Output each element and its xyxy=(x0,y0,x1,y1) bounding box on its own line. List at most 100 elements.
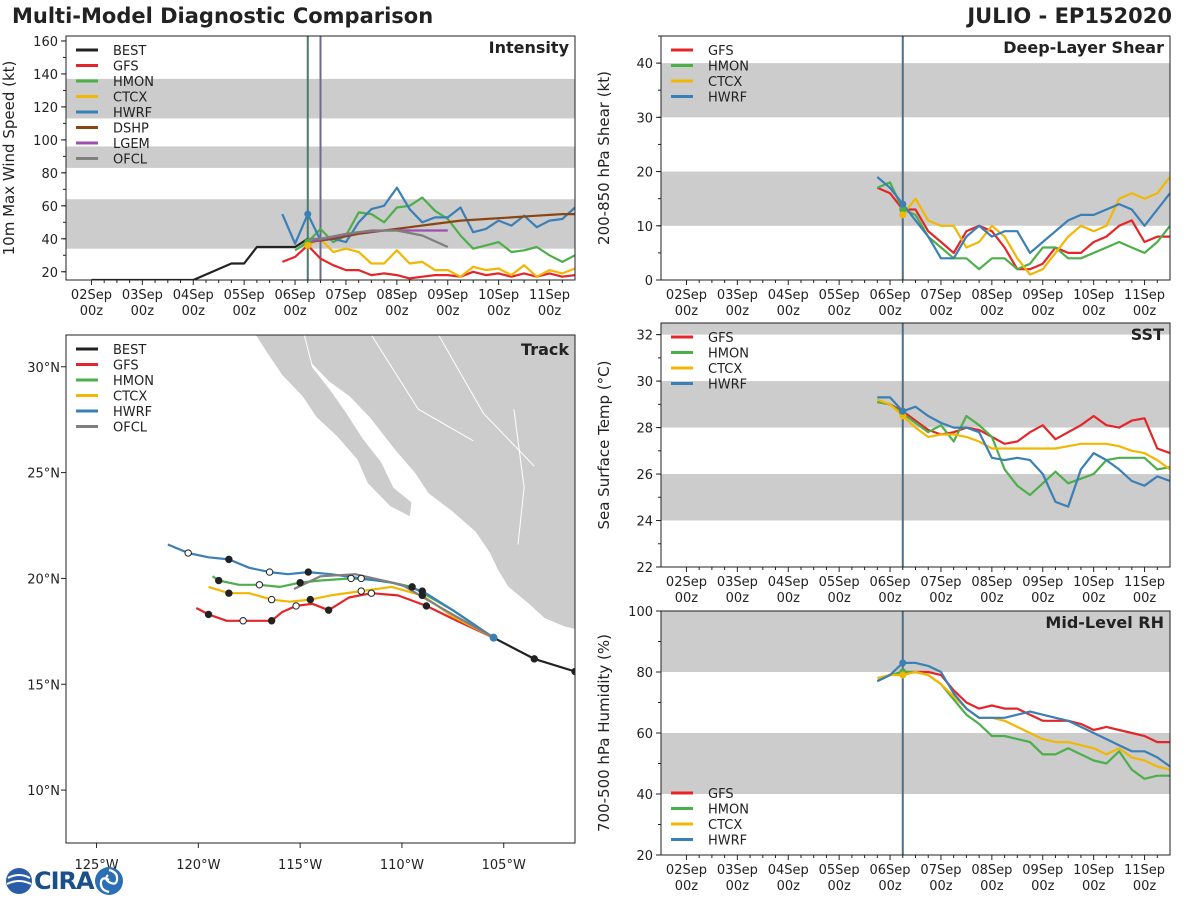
sst-xtick-hour: 00z xyxy=(1133,591,1157,606)
rh-series-ctcx xyxy=(877,670,1170,771)
shear-xtick-hour: 00z xyxy=(1082,304,1106,319)
track-day-marker-hwrf xyxy=(304,568,312,576)
intensity-ytick-label: 100 xyxy=(33,134,58,149)
sst-xtick-day: 08Sep xyxy=(971,575,1012,590)
sst-xtick-day: 05Sep xyxy=(819,575,860,590)
sst-series-hmon xyxy=(877,400,1170,497)
rh-legend-label-gfs: GFS xyxy=(708,787,734,802)
shear-xtick-hour: 00z xyxy=(878,304,902,319)
intensity-series-dshp xyxy=(307,213,575,244)
track-series-best xyxy=(493,636,575,673)
intensity-xtick-hour: 00z xyxy=(232,304,256,319)
rh-xtick-day: 10Sep xyxy=(1073,863,1114,878)
sst-xtick-hour: 00z xyxy=(726,591,750,606)
shear-xtick-hour: 00z xyxy=(929,304,953,319)
shear-xtick-day: 09Sep xyxy=(1022,288,1063,303)
track-ytick-label: 15°N xyxy=(27,678,60,693)
land-mainland xyxy=(289,335,575,630)
rh-xtick-day: 06Sep xyxy=(870,863,911,878)
sst-ytick-label: 26 xyxy=(636,468,653,483)
shear-xtick-hour: 00z xyxy=(1031,304,1055,319)
track-day-marker-gfs xyxy=(367,589,376,597)
globe-icon xyxy=(6,868,32,894)
track-ytick-label: 20°N xyxy=(27,572,60,587)
track-ytick-label: 10°N xyxy=(27,784,60,799)
track-day-marker-hmon xyxy=(347,574,355,583)
shear-xtick-day: 07Sep xyxy=(920,288,961,303)
rh-init-point-ctcx xyxy=(899,671,907,679)
track-day-marker-gfs xyxy=(204,610,213,619)
rh-xtick-day: 03Sep xyxy=(717,863,758,878)
intensity-legend-label-ofcl: OFCL xyxy=(113,153,148,168)
track-legend-label-ctcx: CTCX xyxy=(113,390,147,405)
rh-xtick-hour: 00z xyxy=(675,879,699,894)
shear-legend-label-hwrf: HWRF xyxy=(708,91,747,106)
intensity-xtick-hour: 00z xyxy=(436,304,460,319)
state-border-1 xyxy=(438,335,535,467)
rh-xtick-day: 11Sep xyxy=(1124,863,1165,878)
shear-ytick-label: 30 xyxy=(636,111,653,126)
cira-logo: CIRA xyxy=(4,866,124,896)
sst-xtick-day: 03Sep xyxy=(717,575,758,590)
intensity-init-point-ctcx xyxy=(304,241,312,249)
page-title: Multi-Model Diagnostic Comparison xyxy=(12,4,434,28)
intensity-xtick-hour: 00z xyxy=(131,304,155,319)
intensity-xtick-hour: 00z xyxy=(487,304,511,319)
intensity-legend-label-best: BEST xyxy=(113,44,146,59)
shear-ylabel: 200-850 hPa Shear (kt) xyxy=(595,71,613,245)
track-day-marker-ctcx xyxy=(306,595,315,604)
sst-band-2 xyxy=(661,323,1170,335)
track-day-marker-gfs xyxy=(422,602,431,610)
intensity-xtick-day: 02Sep xyxy=(71,288,112,303)
rh-xtick-hour: 00z xyxy=(1133,879,1157,894)
sst-xtick-hour: 00z xyxy=(1082,591,1106,606)
intensity-xtick-hour: 00z xyxy=(334,304,358,319)
shear-ytick-label: 40 xyxy=(636,57,653,72)
storm-title: JULIO - EP152020 xyxy=(967,4,1172,28)
rh-xtick-hour: 00z xyxy=(878,879,902,894)
intensity-legend-label-ctcx: CTCX xyxy=(113,91,147,106)
sst-init-point-hwrf xyxy=(899,407,907,415)
sst-xtick-day: 09Sep xyxy=(1022,575,1063,590)
sst-xtick-hour: 00z xyxy=(827,591,851,606)
sst-xtick-hour: 00z xyxy=(675,591,699,606)
sst-xtick-day: 02Sep xyxy=(666,575,707,590)
intensity-series-group xyxy=(91,186,575,280)
intensity-xtick-day: 10Sep xyxy=(478,288,519,303)
track-legend-label-best: BEST xyxy=(113,343,146,358)
sst-series-hwrf xyxy=(877,396,1170,508)
sst-legend-label-hmon: HMON xyxy=(708,347,749,362)
intensity-series-gfs xyxy=(281,244,575,280)
sst-xtick-day: 04Sep xyxy=(768,575,809,590)
track-legend-label-ofcl: OFCL xyxy=(113,421,148,436)
sst-ytick-label: 22 xyxy=(636,561,653,576)
shear-xtick-hour: 00z xyxy=(1133,304,1157,319)
shear-ytick-label: 20 xyxy=(636,166,653,181)
rh-xtick-day: 09Sep xyxy=(1022,863,1063,878)
track-day-marker-best xyxy=(530,655,538,663)
intensity-xtick-day: 06Sep xyxy=(275,288,316,303)
shear-series-group xyxy=(876,176,1170,276)
intensity-ytick-label: 120 xyxy=(33,101,58,116)
rh-xtick-day: 02Sep xyxy=(666,863,707,878)
intensity-legend-label-hmon: HMON xyxy=(113,75,154,90)
intensity-legend-label-dshp: DSHP xyxy=(113,122,149,137)
track-series-gfs xyxy=(195,592,495,639)
rh-ytick-label: 20 xyxy=(636,849,653,864)
intensity-xtick-hour: 00z xyxy=(538,304,562,319)
track-legend-label-hmon: HMON xyxy=(113,374,154,389)
sst-xtick-day: 10Sep xyxy=(1073,575,1114,590)
rh-series-group xyxy=(876,661,1170,780)
state-border-0 xyxy=(370,335,474,442)
track-day-marker-hwrf xyxy=(225,555,233,564)
rh-legend-label-ctcx: CTCX xyxy=(708,818,742,833)
track-day-marker-gfs xyxy=(267,617,276,625)
intensity-ytick-label: 60 xyxy=(41,200,58,215)
track-day-marker-hwrf xyxy=(418,587,426,595)
intensity-ylabel: 10m Max Wind Speed (kt) xyxy=(0,61,18,256)
track-ytick-label: 30°N xyxy=(27,361,60,376)
rh-xtick-hour: 00z xyxy=(1082,879,1106,894)
intensity-xtick-hour: 00z xyxy=(80,304,104,319)
shear-series-hwrf xyxy=(876,176,1170,260)
